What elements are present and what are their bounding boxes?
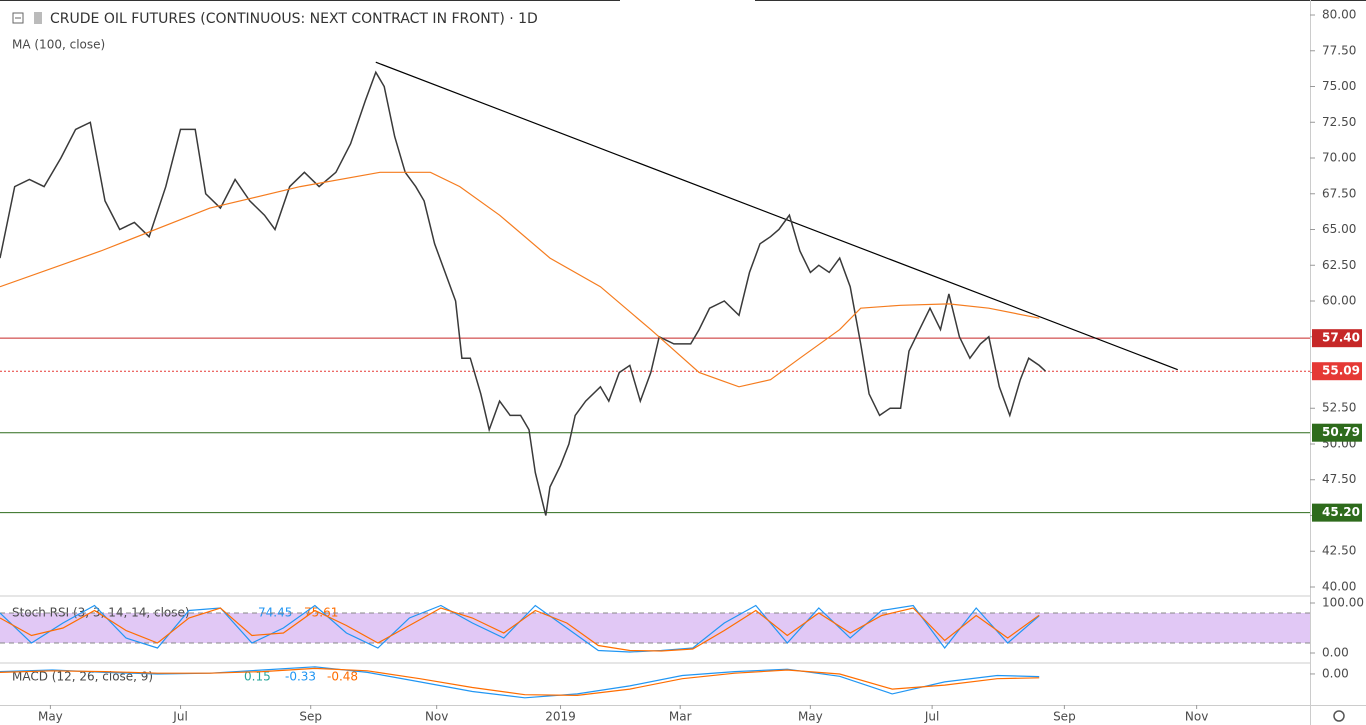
x-tick-label: Mar [669, 710, 692, 724]
y-tick-label: 47.50 [1322, 472, 1356, 486]
indicator-value: 0.15 [244, 670, 271, 684]
settings-icon[interactable] [1333, 710, 1345, 722]
x-tick-label: Sep [1053, 710, 1076, 724]
band [0, 613, 1310, 643]
y-tick-label: 0.00 [1322, 646, 1349, 660]
y-tick-label: 70.00 [1322, 151, 1356, 165]
x-tick-label: Nov [1185, 710, 1208, 724]
x-tick-label: Nov [425, 710, 448, 724]
series-line [0, 171, 1040, 388]
y-tick-label: 77.50 [1322, 43, 1356, 57]
x-tick-label: Jul [924, 710, 939, 724]
series-line [0, 607, 1040, 652]
y-tick-label: 72.50 [1322, 115, 1356, 129]
collapse-icon[interactable] [12, 12, 24, 24]
level-label-bg [1312, 329, 1362, 348]
x-tick-label: 2019 [545, 710, 576, 724]
x-tick-label: Jul [172, 710, 187, 724]
x-tick-label: Sep [299, 710, 322, 724]
y-tick-label: 75.00 [1322, 79, 1356, 93]
y-tick-label: 62.50 [1322, 258, 1356, 272]
y-tick-label: 42.50 [1322, 544, 1356, 558]
y-tick-label: 40.00 [1322, 579, 1356, 593]
y-tick-label: 100.00 [1322, 596, 1364, 610]
level-label: 55.09 [1322, 364, 1360, 378]
level-label-bg [1312, 423, 1362, 442]
series-line [0, 70, 1047, 516]
level-label: 50.79 [1322, 425, 1360, 439]
indicator-title: MA (100, close) [12, 38, 105, 52]
indicator-value: -0.33 [285, 670, 316, 684]
level-label-bg [1312, 362, 1362, 381]
y-tick-label: 65.00 [1322, 222, 1356, 236]
level-label: 45.20 [1322, 505, 1360, 519]
level-label: 57.40 [1322, 331, 1360, 345]
symbol-icon [34, 12, 42, 24]
chart-title: CRUDE OIL FUTURES (CONTINUOUS: NEXT CONT… [50, 11, 538, 27]
x-tick-label: May [38, 710, 63, 724]
trendline [375, 61, 1178, 371]
indicator-value: 75.61 [304, 606, 338, 620]
y-tick-label: 60.00 [1322, 294, 1356, 308]
indicator-value: -0.48 [327, 670, 358, 684]
indicator-value: 74.45 [258, 606, 292, 620]
y-tick-label: 0.00 [1322, 666, 1349, 680]
x-tick-label: May [798, 710, 823, 724]
y-tick-label: 52.50 [1322, 401, 1356, 415]
y-tick-label: 80.00 [1322, 8, 1356, 22]
y-tick-label: 67.50 [1322, 186, 1356, 200]
series-line [0, 667, 1040, 697]
level-label-bg [1312, 503, 1362, 522]
